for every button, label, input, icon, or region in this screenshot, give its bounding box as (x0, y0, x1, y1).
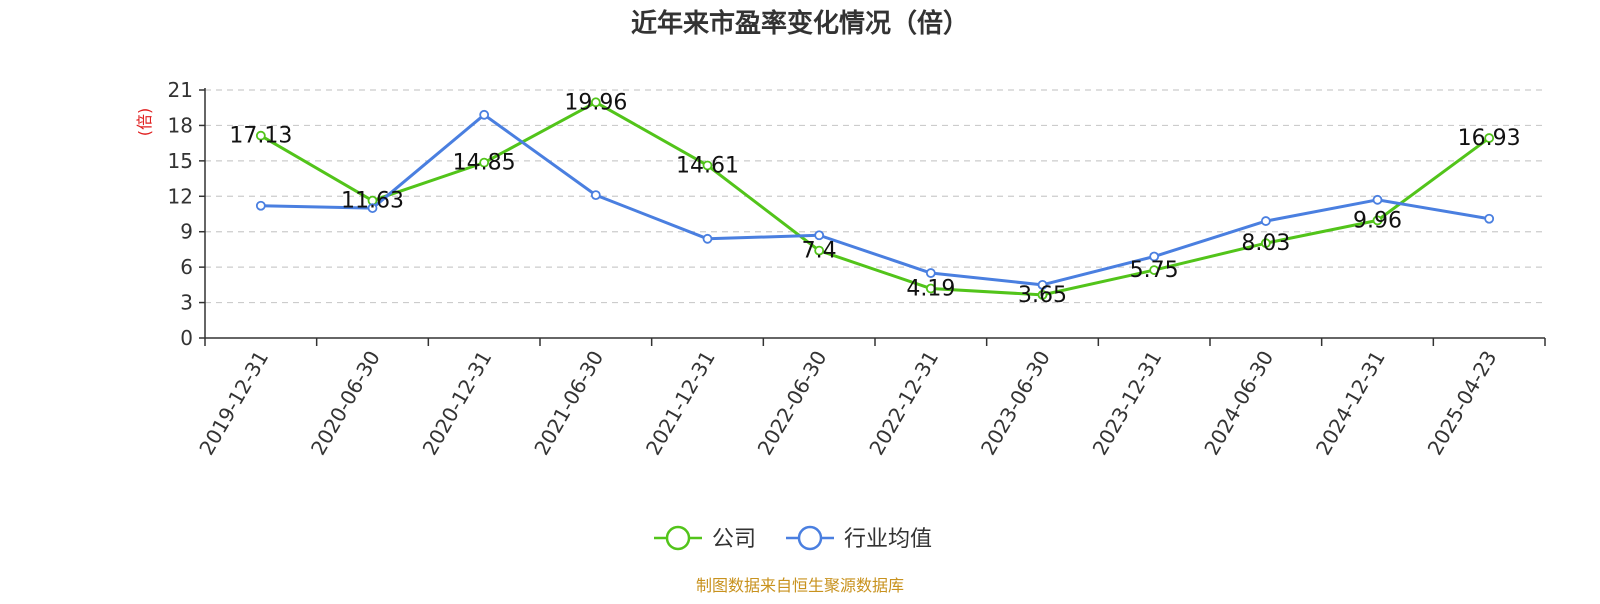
data-point[interactable] (590, 97, 601, 108)
data-label: 9.96 (1353, 208, 1402, 233)
x-tick-label: 2023-06-30 (976, 347, 1055, 460)
x-tick-label: 2021-06-30 (529, 347, 608, 460)
data-point[interactable] (1484, 133, 1495, 143)
y-tick-label: 12 (168, 184, 193, 208)
data-point[interactable] (1149, 251, 1160, 262)
x-tick-label: 2019-12-31 (194, 347, 273, 460)
x-tick-label: 2021-12-31 (641, 347, 720, 460)
data-point[interactable] (590, 190, 601, 201)
x-tick-label: 2022-12-31 (864, 346, 943, 459)
series-0 (255, 97, 1495, 300)
legend-label: 行业均值 (844, 527, 932, 552)
data-label: 4.19 (906, 277, 955, 302)
x-tick-label: 2020-06-30 (306, 347, 385, 460)
x-tick-label: 2024-12-31 (1311, 347, 1390, 460)
data-point[interactable] (925, 268, 936, 278)
data-point[interactable] (1260, 238, 1271, 249)
data-label: 14.85 (453, 151, 516, 176)
series-line (260, 100, 1491, 297)
data-point[interactable] (814, 230, 825, 241)
data-point[interactable] (1037, 279, 1048, 290)
data-labels: 17.13 11.63 14.85 19.96 14.61 7.4 4.19 3.65 5.75… (229, 90, 1520, 308)
series-lines (255, 97, 1495, 300)
data-point[interactable] (1037, 289, 1048, 300)
x-tick-label: 2025-04-23 (1423, 347, 1502, 460)
legend[interactable]: 公司 行业均值 (654, 525, 932, 552)
y-tick-label: 6 (180, 255, 193, 279)
data-point[interactable] (1260, 216, 1271, 226)
y-tick-label: 18 (168, 113, 193, 137)
y-tick-label: 0 (180, 326, 193, 350)
data-label: 7.4 (802, 239, 837, 264)
data-point[interactable] (255, 200, 266, 211)
y-axis-label: (倍) (135, 108, 154, 137)
data-label: 3.65 (1018, 283, 1067, 308)
x-tick-label: 2023-12-31 (1088, 347, 1167, 460)
data-label: 8.03 (1241, 231, 1290, 256)
data-label: 16.93 (1458, 126, 1521, 151)
data-point[interactable] (255, 130, 266, 141)
data-point[interactable] (1372, 215, 1383, 226)
y-tick-label: 3 (180, 291, 193, 315)
series-1 (255, 109, 1495, 290)
data-point[interactable] (479, 109, 490, 120)
axes: 0 3 6 9 12 15 18 21 2019-12-31 2020-06-30 2020-12-… (168, 78, 1546, 460)
data-point[interactable] (702, 160, 713, 171)
legend-marker-icon (797, 525, 823, 551)
y-tick-label: 21 (168, 78, 193, 102)
data-point[interactable] (814, 245, 825, 256)
data-point[interactable] (925, 283, 936, 294)
data-point[interactable] (702, 233, 713, 244)
data-label: 14.61 (676, 153, 739, 178)
data-label: 11.63 (341, 189, 404, 214)
data-label: 19.96 (564, 90, 627, 115)
data-point[interactable] (1149, 265, 1160, 275)
x-tick-label: 2024-06-30 (1199, 347, 1278, 460)
data-point[interactable] (1484, 213, 1495, 224)
y-tick-label: 15 (168, 149, 193, 173)
legend-item[interactable]: 行业均值 (786, 525, 932, 552)
data-point[interactable] (1372, 194, 1383, 205)
x-tick-label: 2020-12-31 (418, 346, 497, 459)
chart-title: 近年来市盈率变化情况（倍） (631, 8, 969, 39)
legend-item[interactable]: 公司 (654, 525, 756, 552)
data-point[interactable] (367, 203, 378, 213)
x-tick-label: 2022-06-30 (753, 347, 832, 460)
source-note: 制图数据来自恒生聚源数据库 (696, 576, 904, 595)
legend-label: 公司 (712, 527, 756, 552)
y-tick-label: 9 (180, 220, 193, 244)
series-line (260, 113, 1490, 287)
data-label: 5.75 (1130, 258, 1179, 283)
data-point[interactable] (479, 157, 490, 168)
legend-marker-icon (665, 525, 691, 551)
data-label: 17.13 (229, 124, 292, 149)
